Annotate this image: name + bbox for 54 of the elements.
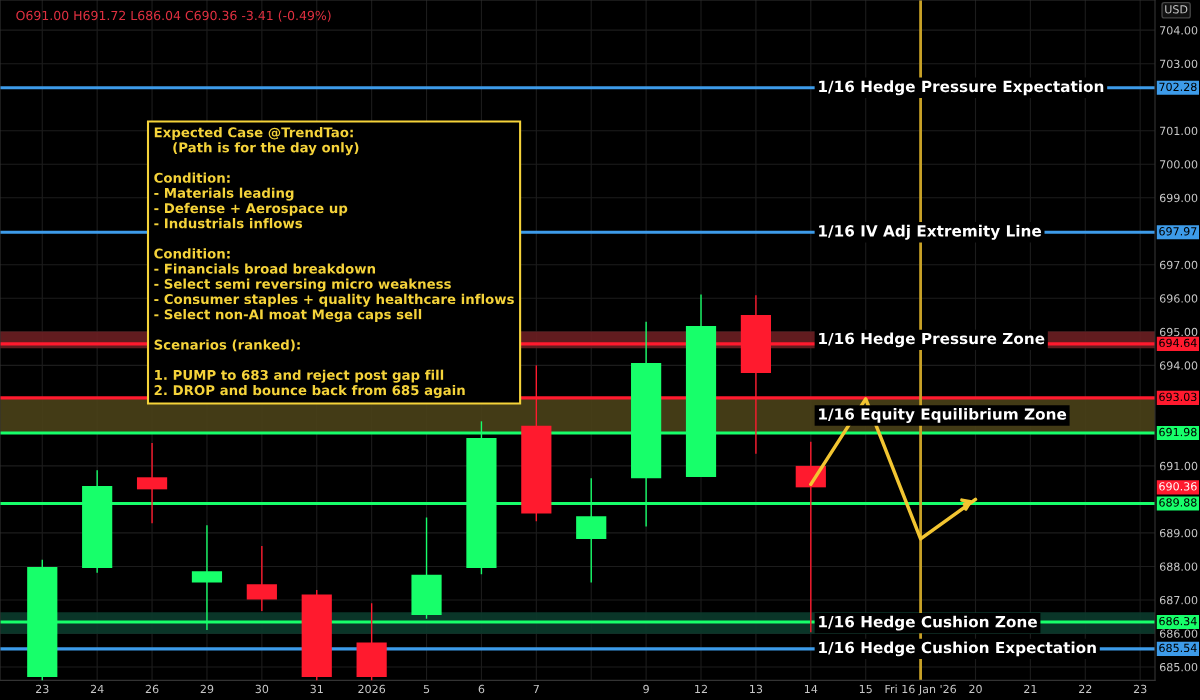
x-tick-label: 7 [533, 684, 539, 694]
x-tick-label: 31 [310, 684, 323, 694]
x-tick-label: 30 [255, 684, 269, 694]
x-tick-label: 6 [478, 684, 485, 694]
ref-line-label: 702.28 [1159, 82, 1197, 92]
band-label: 1/16 Hedge Cushion Zone [819, 615, 1037, 631]
x-tick-label: 26 [145, 684, 159, 694]
x-tick-label: 23 [1133, 684, 1147, 694]
y-axis-title: USD [1165, 5, 1188, 14]
annotation: 1/16 Hedge Cushion Expectation [819, 641, 1096, 657]
y-tick-label: 691.00 [1159, 461, 1198, 471]
x-tick-label: Fri 16 Jan '26 [885, 684, 957, 696]
candlestick [136, 442, 168, 524]
y-tick-label: 685.00 [1159, 662, 1198, 672]
band-label: 1/16 Equity Equilibrium Zone [819, 407, 1067, 423]
y-tick-label: 695.00 [1159, 327, 1198, 337]
x-tick-label: 22 [1079, 684, 1092, 694]
x-tick-label: 15 [859, 684, 872, 694]
x-tick-label: 24 [90, 684, 104, 694]
x-tick-label: 23 [36, 684, 49, 694]
y-tick-label: 697.00 [1159, 260, 1198, 270]
y-tick-label: 694.00 [1159, 361, 1198, 370]
y-tick-label: 687.00 [1159, 595, 1198, 605]
x-tick-label: 13 [750, 684, 763, 694]
y-tick-label: 704.00 [1160, 26, 1198, 35]
band-label: 1/16 Hedge Pressure Zone [819, 332, 1045, 348]
ref-line-label: 694.64 [1159, 338, 1197, 348]
x-tick-label: 29 [200, 684, 214, 694]
ref-line-label: 685.54 [1159, 643, 1197, 653]
annotation: 1/16 Hedge Pressure Expectation [819, 80, 1104, 96]
y-tick-label: 699.00 [1159, 193, 1198, 203]
annotation: 690.36 [1159, 482, 1197, 491]
ref-line-label: 693.03 [1159, 392, 1197, 402]
x-tick-label: 2026 [358, 684, 386, 694]
annotation: 1/16 IV Adj Extremity Line [819, 224, 1042, 240]
x-tick-label: 21 [1024, 684, 1037, 694]
ref-line-label: 691.98 [1159, 427, 1197, 437]
x-tick-label: 9 [643, 684, 649, 694]
x-tick-label: 20 [969, 684, 982, 694]
text: Expected Case @TrendTao: (Path is for the day only) Condition: - Materials leading - Defense + Aerospace up - Industrials inflows Condition: - Financials broad breakdown - Select semi reversing micro weakness - Consumer staples + quality healthcare inflows - Select non-AI moat Mega caps sell Scenarios (ranked): 1. PUMP to 683 and reject post gap fill 2. DROP and bounce back from 685 again [154, 127, 514, 398]
x-tick-label: 12 [695, 684, 707, 694]
x-tick-label: 14 [804, 684, 818, 694]
y-tick-label: 696.00 [1159, 294, 1198, 303]
y-tick-label: 689.00 [1159, 528, 1198, 538]
y-tick-label: 688.00 [1159, 562, 1198, 571]
y-tick-label: 703.00 [1160, 59, 1198, 69]
ref-line-label: 689.88 [1159, 498, 1197, 507]
y-tick-label: 686.00 [1159, 629, 1198, 638]
y-tick-label: 700.00 [1160, 160, 1198, 169]
x-tick-label: 5 [423, 684, 430, 694]
text: O691.00 H691.72 L686.04 C690.36 -3.41 (-0.49%) [16, 10, 331, 22]
y-tick-label: 701.00 [1160, 126, 1198, 136]
ref-line-label: 697.97 [1159, 227, 1197, 236]
ref-line-label: 686.34 [1159, 616, 1197, 626]
